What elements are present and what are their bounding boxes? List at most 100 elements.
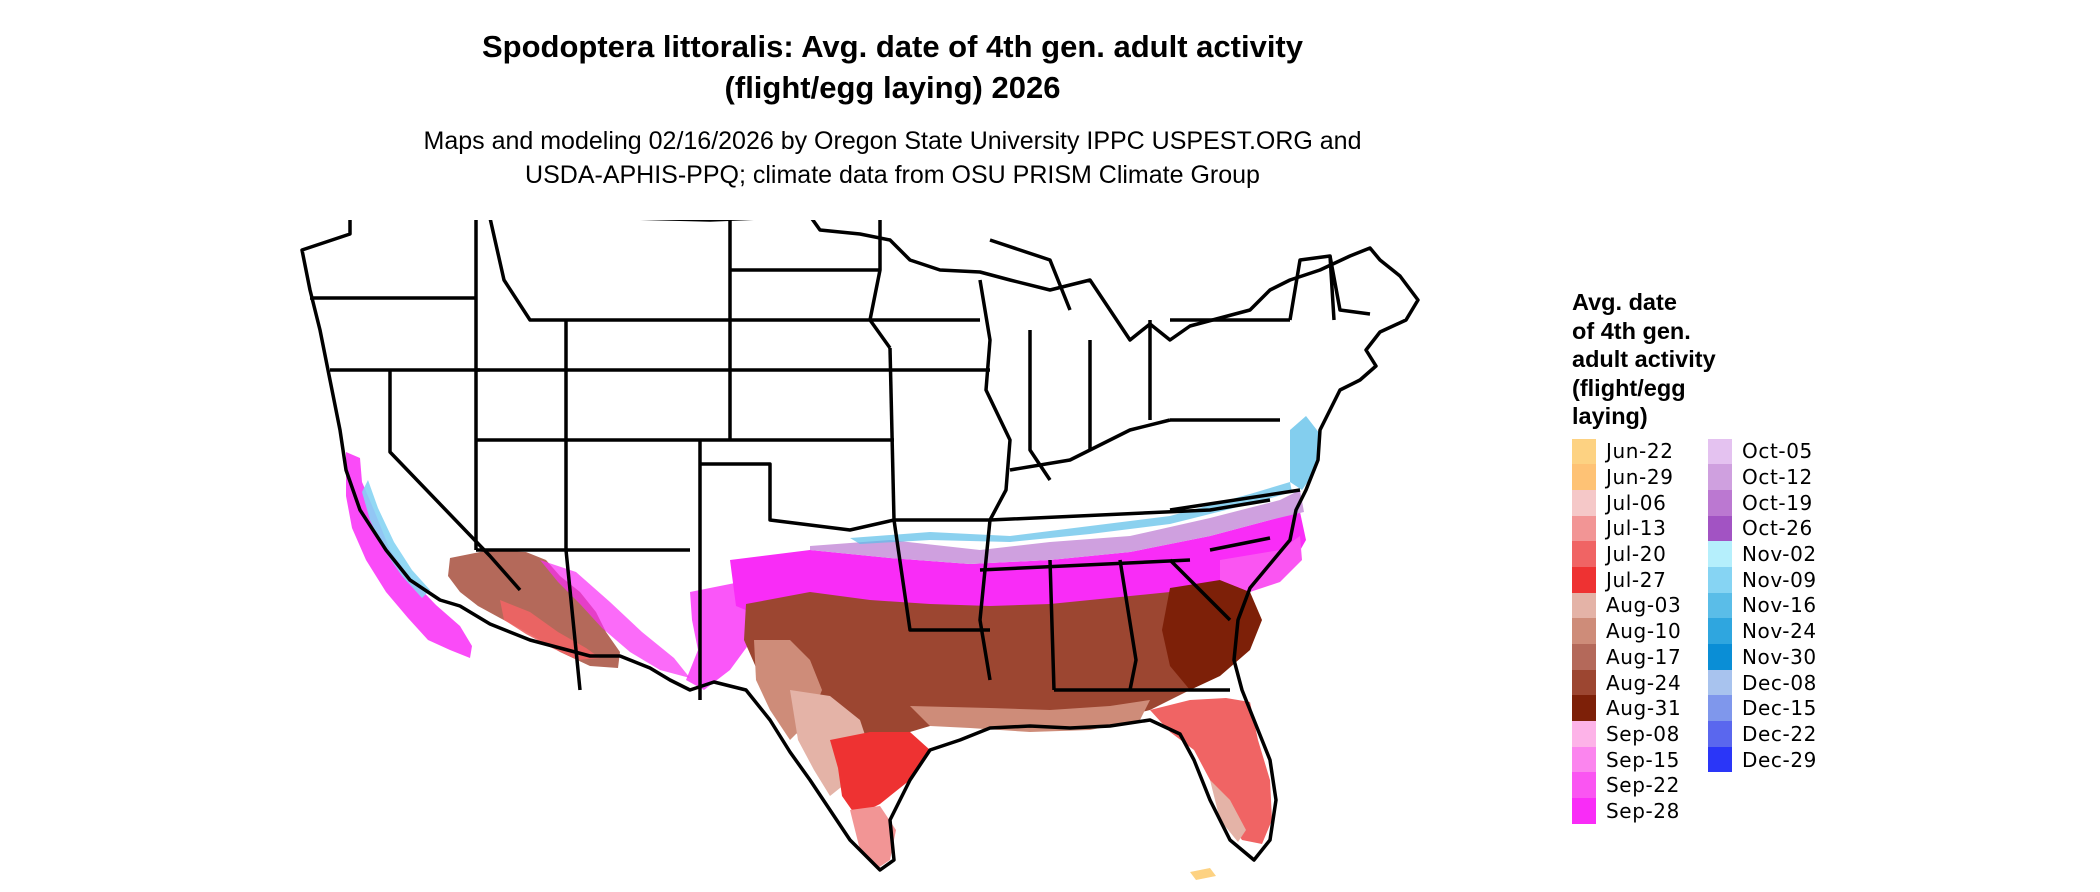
legend-swatch [1708,541,1732,567]
legend-swatch [1572,669,1596,696]
border-nc-sc [1209,536,1271,552]
legend-label: Oct-19 [1742,490,1813,515]
legend-item: Jul-20 [1572,541,1696,567]
legend-swatch [1708,464,1732,490]
legend-swatch [1708,721,1732,747]
legend-title-line: (flight/egg [1572,374,1686,401]
border-mississippi-river [978,279,1012,521]
legend-label: Nov-09 [1742,567,1817,592]
legend-item: Jul-06 [1572,489,1696,516]
legend-label: Dec-08 [1742,670,1817,695]
legend: Avg. date of 4th gen. adult activity (fl… [1572,288,1832,824]
fill-texas-red [830,732,930,816]
legend-swatch [1708,695,1732,722]
border-ca-nv [388,370,522,592]
border-ga-sc [1168,558,1232,622]
legend-item: Nov-16 [1708,592,1832,619]
legend-title-line: of 4th gen. [1572,317,1691,344]
fill-south-lavender [810,490,1304,564]
border-dakotas-mn [868,220,882,321]
legend-label: Dec-29 [1742,747,1817,772]
legend-swatch [1572,592,1596,619]
legend-label: Dec-15 [1742,696,1817,721]
legend-item: Jun-29 [1572,464,1696,490]
legend-label: Oct-12 [1742,465,1813,490]
border-wi-mi [989,238,1072,311]
border-tn-south [979,558,1191,572]
us-outline [300,220,1420,872]
legend-label: Jul-13 [1606,516,1667,541]
fill-south-blue [850,482,1292,544]
legend-label: Jun-22 [1606,439,1674,464]
legend-item: Aug-31 [1572,695,1696,722]
legend-label: Aug-24 [1606,670,1682,695]
legend-item: Jul-13 [1572,515,1696,542]
map-title-line-2: (flight/egg laying) 2026 [724,70,1061,105]
border-va-nc [1169,488,1301,512]
border-ar-la [892,519,990,632]
legend-swatch [1572,721,1596,747]
legend-swatch [1572,772,1596,799]
fill-florida-light [1210,780,1246,842]
legend-label: Nov-24 [1742,619,1817,644]
legend-item: Aug-24 [1572,669,1696,696]
legend-label: Aug-10 [1606,619,1682,644]
legend-column-2: Oct-05 Oct-12 Oct-19 Oct-26 Nov-02 Nov-09 Nov-… [1708,438,1832,824]
border-la-ms [978,519,992,681]
legend-item: Sep-28 [1572,798,1696,824]
legend-label: Sep-28 [1606,798,1680,823]
legend-swatch [1572,464,1596,490]
us-map [300,220,1420,880]
map-subtitle-line-2: USDA-APHIS-PPQ; climate data from OSU PR… [525,161,1260,189]
fill-va-fringe [1290,416,1320,490]
legend-item: Oct-05 [1708,438,1832,465]
legend-label: Nov-16 [1742,593,1817,618]
border-il-in [1028,330,1052,481]
legend-swatch [1572,644,1596,670]
map-subtitle-line-1: Maps and modeling 02/16/2026 by Oregon S… [423,127,1362,155]
legend-swatch [1572,618,1596,644]
legend-item: Dec-15 [1708,695,1832,722]
legend-column-1: Jun-22 Jun-29 Jul-06 Jul-13 Jul-20 Jul-27 Aug-… [1572,438,1696,824]
legend-item: Sep-08 [1572,721,1696,747]
border-ut-co [476,370,568,442]
legend-swatch [1708,515,1732,542]
border-mt-wy [566,318,732,370]
legend-item: Aug-03 [1572,592,1696,619]
border-ok-tx [700,462,895,532]
legend-title-line: Avg. date [1572,289,1677,315]
legend-label: Sep-08 [1606,721,1680,746]
legend-swatch [1572,798,1596,824]
legend-item: Aug-17 [1572,644,1696,670]
legend-swatch [1572,695,1596,722]
legend-item: Nov-24 [1708,618,1832,644]
legend-swatch [1572,566,1596,593]
legend-item: Jun-22 [1572,438,1696,465]
legend-item: Dec-22 [1708,721,1832,747]
state-borders [300,220,1420,872]
legend-title-line: laying) [1572,403,1648,429]
legend-swatch [1708,489,1732,516]
border-sd-ne [730,318,892,350]
legend-item: Oct-12 [1708,464,1832,490]
legend-label: Sep-15 [1606,747,1680,772]
legend-swatch [1708,618,1732,644]
legend-item: Sep-15 [1572,746,1696,773]
legend-item: Oct-19 [1708,489,1832,516]
legend-title: Avg. date of 4th gen. adult activity (fl… [1572,288,1832,431]
legend-swatch [1572,515,1596,542]
fill-az-pink [540,560,690,678]
border-ms-al [1048,559,1056,691]
legend-label: Oct-05 [1742,439,1813,464]
border-az-nm [564,440,582,691]
map-title-line-1: Spodoptera littoralis: Avg. date of 4th … [481,29,1303,64]
fill-ga-brown [1162,580,1262,690]
map-fill-layer [346,416,1320,880]
legend-swatch [1708,592,1732,619]
legend-swatch [1572,541,1596,567]
fill-ca-coast [346,452,472,658]
border-ky-north [1009,418,1171,472]
legend-item: Dec-08 [1708,669,1832,696]
legend-label: Jul-20 [1606,542,1667,567]
border-id-mt [488,220,566,322]
